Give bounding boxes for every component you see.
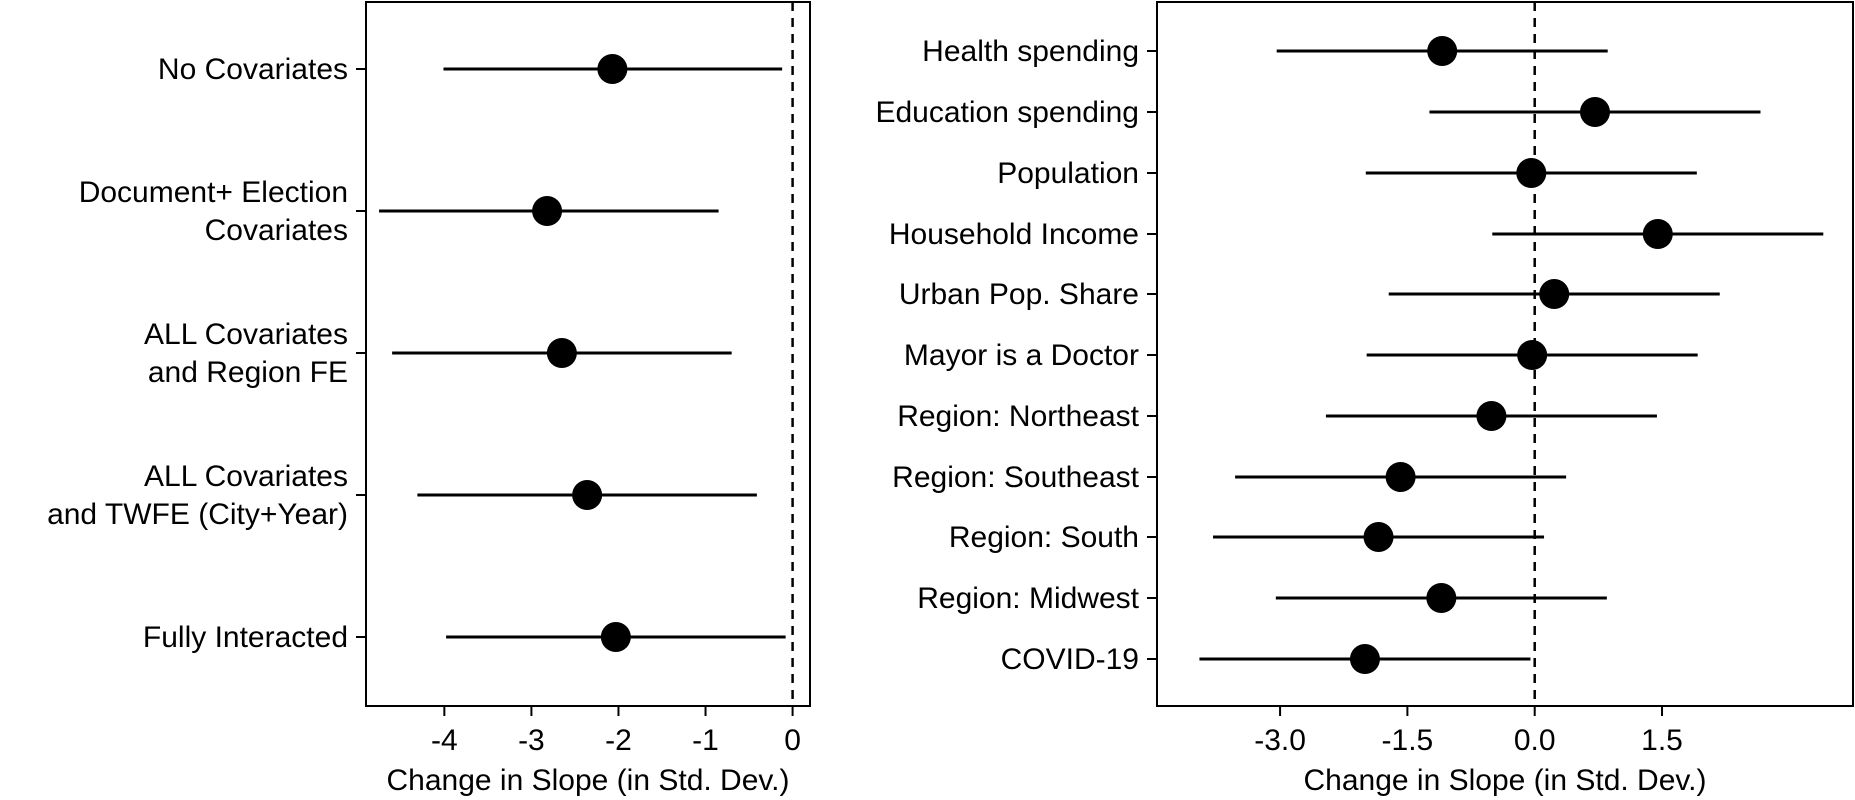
point-estimate [546, 338, 577, 368]
point-estimate [1385, 462, 1416, 492]
x-tick-label: 1.5 [1641, 724, 1683, 757]
point-estimate [600, 622, 631, 652]
point-estimate [1427, 36, 1458, 66]
x-axis-title: Change in Slope (in Std. Dev.) [1304, 764, 1707, 797]
right-panel: -3.0 -1.5 0.0 1.5 Change in Slope (in Std. D… [875, 1, 1854, 797]
row-label: Fully Interacted [143, 621, 348, 654]
row-label: Health spending [922, 35, 1139, 68]
row-label: Household Income [889, 218, 1139, 251]
x-tick-label: -1 [692, 724, 719, 757]
point-estimate [1579, 97, 1610, 127]
row-label: No Covariates [158, 53, 348, 86]
row-label: Urban Pop. Share [899, 278, 1139, 311]
row-label: COVID-19 [1001, 643, 1139, 676]
left-panel: -4 -3 -2 -1 0 Change in Slope (in Std. Dev.) N… [47, 1, 811, 797]
row-label: and TWFE (City+Year) [47, 498, 348, 531]
x-tick-label: -1.5 [1382, 724, 1434, 757]
row-label: ALL Covariates [144, 460, 348, 493]
x-tick-label: 0.0 [1514, 724, 1556, 757]
point-estimate [1539, 279, 1570, 309]
row-label: Mayor is a Doctor [904, 339, 1139, 372]
x-axis-title: Change in Slope (in Std. Dev.) [387, 764, 790, 797]
point-estimate [1349, 644, 1380, 674]
row-label: Region: Northeast [897, 400, 1139, 433]
point-estimate [532, 196, 563, 226]
row-label: Region: South [949, 521, 1139, 554]
row-label: Education spending [875, 96, 1139, 129]
x-tick-label: -2 [605, 724, 632, 757]
point-estimate [572, 480, 603, 510]
point-estimate [1476, 401, 1507, 431]
point-estimate [1642, 219, 1673, 249]
row-label: Region: Midwest [917, 582, 1139, 615]
x-tick-label: 0 [784, 724, 801, 757]
x-tick-label: -3.0 [1254, 724, 1306, 757]
point-estimate [1516, 158, 1547, 188]
row-label: and Region FE [148, 356, 348, 389]
x-tick-label: -3 [518, 724, 545, 757]
row-label: ALL Covariates [144, 318, 348, 351]
row-label: Region: Southeast [892, 461, 1140, 494]
row-label: Covariates [205, 214, 348, 247]
point-estimate [1363, 522, 1394, 552]
point-estimate [1517, 340, 1548, 370]
row-label: Population [997, 157, 1139, 190]
x-tick-label: -4 [431, 724, 458, 757]
row-label: Document+ Election [79, 176, 348, 209]
point-estimate [1426, 583, 1457, 613]
point-estimate [597, 54, 628, 84]
